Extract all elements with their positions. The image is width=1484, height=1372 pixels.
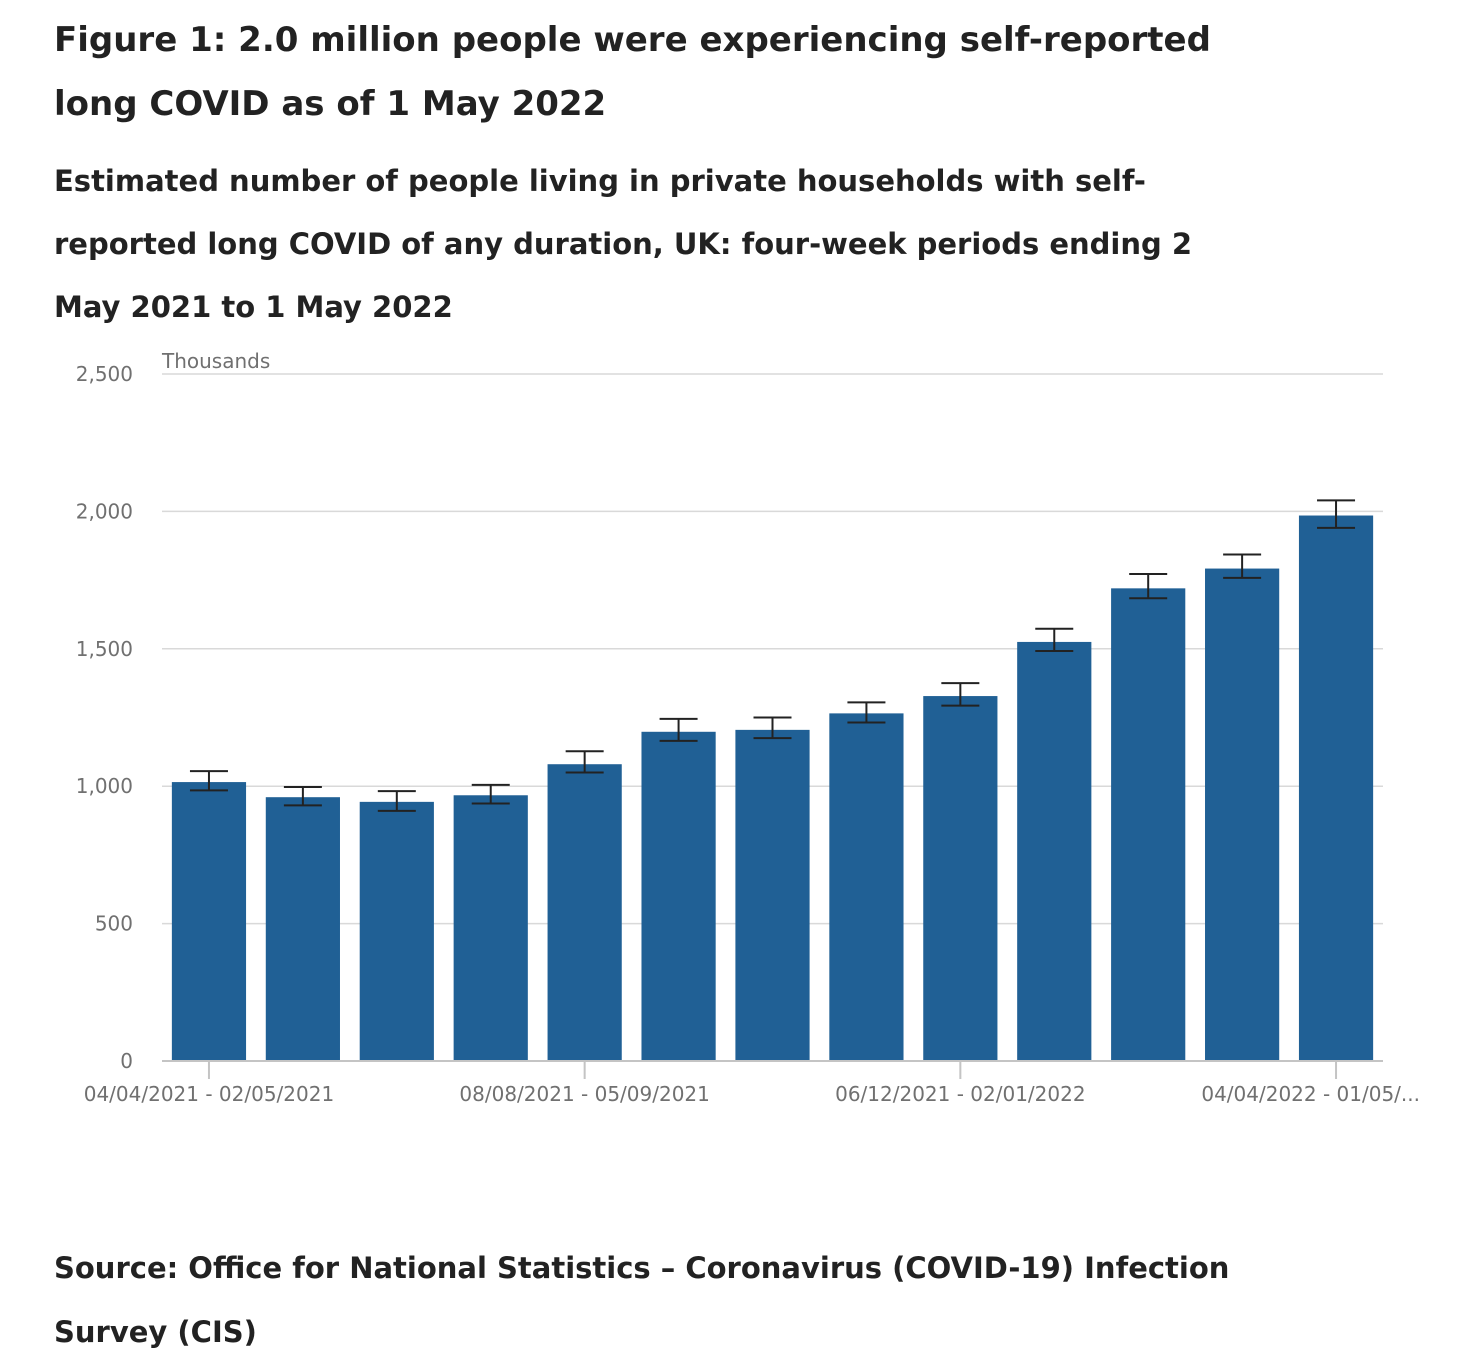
bar (547, 764, 622, 1061)
bar (1205, 568, 1280, 1061)
bars (171, 515, 1374, 1061)
bar (453, 795, 528, 1061)
bar (1111, 588, 1186, 1061)
y-tick-label: 2,500 (76, 362, 133, 386)
y-tick-label: 2,000 (76, 499, 133, 523)
bar (1017, 641, 1092, 1061)
axes: 0 500 1,000 1,500 2,000 2,500 04/04/2021 - 02/… (76, 362, 1420, 1106)
bar (923, 696, 998, 1061)
bar (641, 731, 716, 1061)
bar (171, 782, 247, 1061)
figure-subtitle: Estimated number of people living in pri… (54, 164, 1193, 324)
x-tick-label: 04/04/2021 - 02/05/2021 (84, 1082, 334, 1106)
bar (829, 713, 904, 1061)
x-tick-label: 06/12/2021 - 02/01/2022 (835, 1082, 1085, 1106)
bar (359, 801, 434, 1061)
bar (265, 797, 340, 1061)
y-tick-label: 1,000 (76, 774, 133, 798)
y-tick-label: 0 (120, 1049, 133, 1073)
x-tick-label: 08/08/2021 - 05/09/2021 (459, 1082, 709, 1106)
x-tick-label: 04/04/2022 - 01/05/... (1201, 1082, 1420, 1106)
figure-title: Figure 1: 2.0 million people were experi… (54, 20, 1211, 124)
bar (1298, 515, 1374, 1061)
bar (735, 729, 810, 1061)
bar-chart: 0 500 1,000 1,500 2,000 2,500 04/04/2021 - 02/… (76, 349, 1420, 1106)
y-tick-label: 1,500 (76, 637, 133, 661)
y-tick-label: 500 (95, 912, 133, 936)
source-note: Source: Office for National Statistics –… (54, 1251, 1230, 1349)
y-axis-unit-label: Thousands (161, 349, 270, 373)
error-bars (189, 499, 1356, 812)
